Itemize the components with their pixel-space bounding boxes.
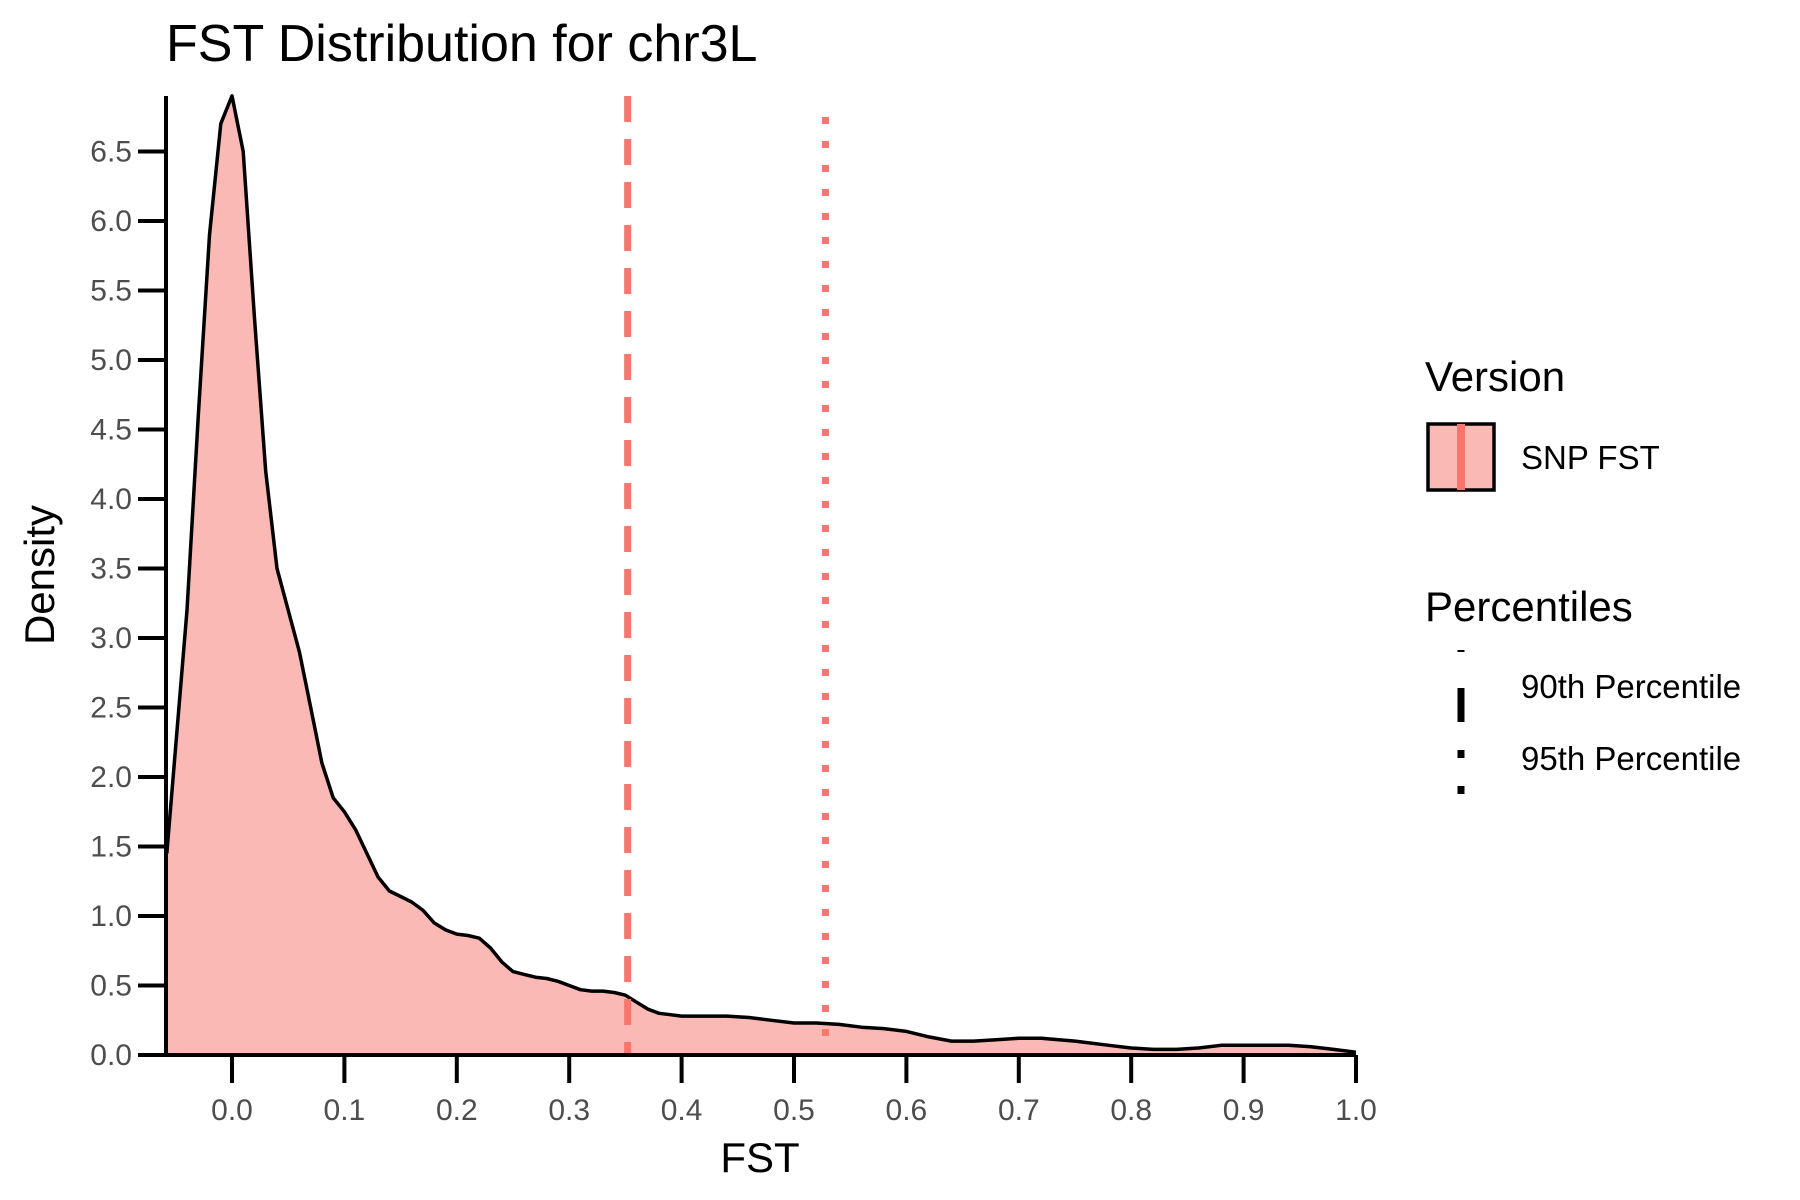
x-tick-label-4: 0.4 xyxy=(661,1094,703,1127)
x-tick-label-9: 0.9 xyxy=(1223,1094,1265,1127)
y-tick-label-7: 3.5 xyxy=(90,553,132,586)
x-tick-label-8: 0.8 xyxy=(1110,1094,1152,1127)
y-tick-label-4: 2.0 xyxy=(90,761,132,794)
y-tick-label-6: 3.0 xyxy=(90,622,132,655)
legend-95th-label: 95th Percentile xyxy=(1521,740,1741,777)
y-tick-label-12: 6.0 xyxy=(90,205,132,238)
plot-area: 0.0 0.5 1.0 1.5 2.0 2.5 3.0 3.5 4.0 4.5 5.0 5.5 6.0 6… xyxy=(90,94,1377,1127)
y-tick-label-10: 5.0 xyxy=(90,344,132,377)
y-tick-label-9: 4.5 xyxy=(90,414,132,447)
x-tick-label-6: 0.6 xyxy=(886,1094,928,1127)
legend-percentiles-title: Percentiles xyxy=(1425,583,1633,630)
y-tick-label-3: 1.5 xyxy=(90,831,132,864)
legend-90th-label: 90th Percentile xyxy=(1521,668,1741,705)
x-tick-label-5: 0.5 xyxy=(773,1094,815,1127)
density-line-0 xyxy=(165,94,1357,1054)
y-tick-label-2: 1.0 xyxy=(90,900,132,933)
y-tick-label-0: 0.0 xyxy=(90,1039,132,1072)
y-tick-label-1: 0.5 xyxy=(90,970,132,1003)
density-area-0 xyxy=(166,95,1356,1055)
x-tick-label-2: 0.2 xyxy=(436,1094,478,1127)
legend: Version SNP FST Percentiles 90th Percent… xyxy=(1425,353,1741,795)
y-axis-title: Density xyxy=(16,505,63,645)
x-tick-label-0: 0.0 xyxy=(211,1094,253,1127)
y-tick-label-11: 5.5 xyxy=(90,275,132,308)
x-tick-label-3: 0.3 xyxy=(548,1094,590,1127)
y-tick-label-8: 4.0 xyxy=(90,483,132,516)
x-axis-title: FST xyxy=(720,1134,799,1181)
y-tick-label-13: 6.5 xyxy=(90,136,132,169)
legend-version-label: SNP FST xyxy=(1521,439,1660,476)
y-tick-label-5: 2.5 xyxy=(90,692,132,725)
x-tick-label-7: 0.7 xyxy=(998,1094,1040,1127)
chart-title: FST Distribution for chr3L xyxy=(166,15,757,73)
x-tick-label-10: 1.0 xyxy=(1335,1094,1377,1127)
legend-version-title: Version xyxy=(1425,353,1565,400)
x-tick-label-1: 0.1 xyxy=(324,1094,366,1127)
